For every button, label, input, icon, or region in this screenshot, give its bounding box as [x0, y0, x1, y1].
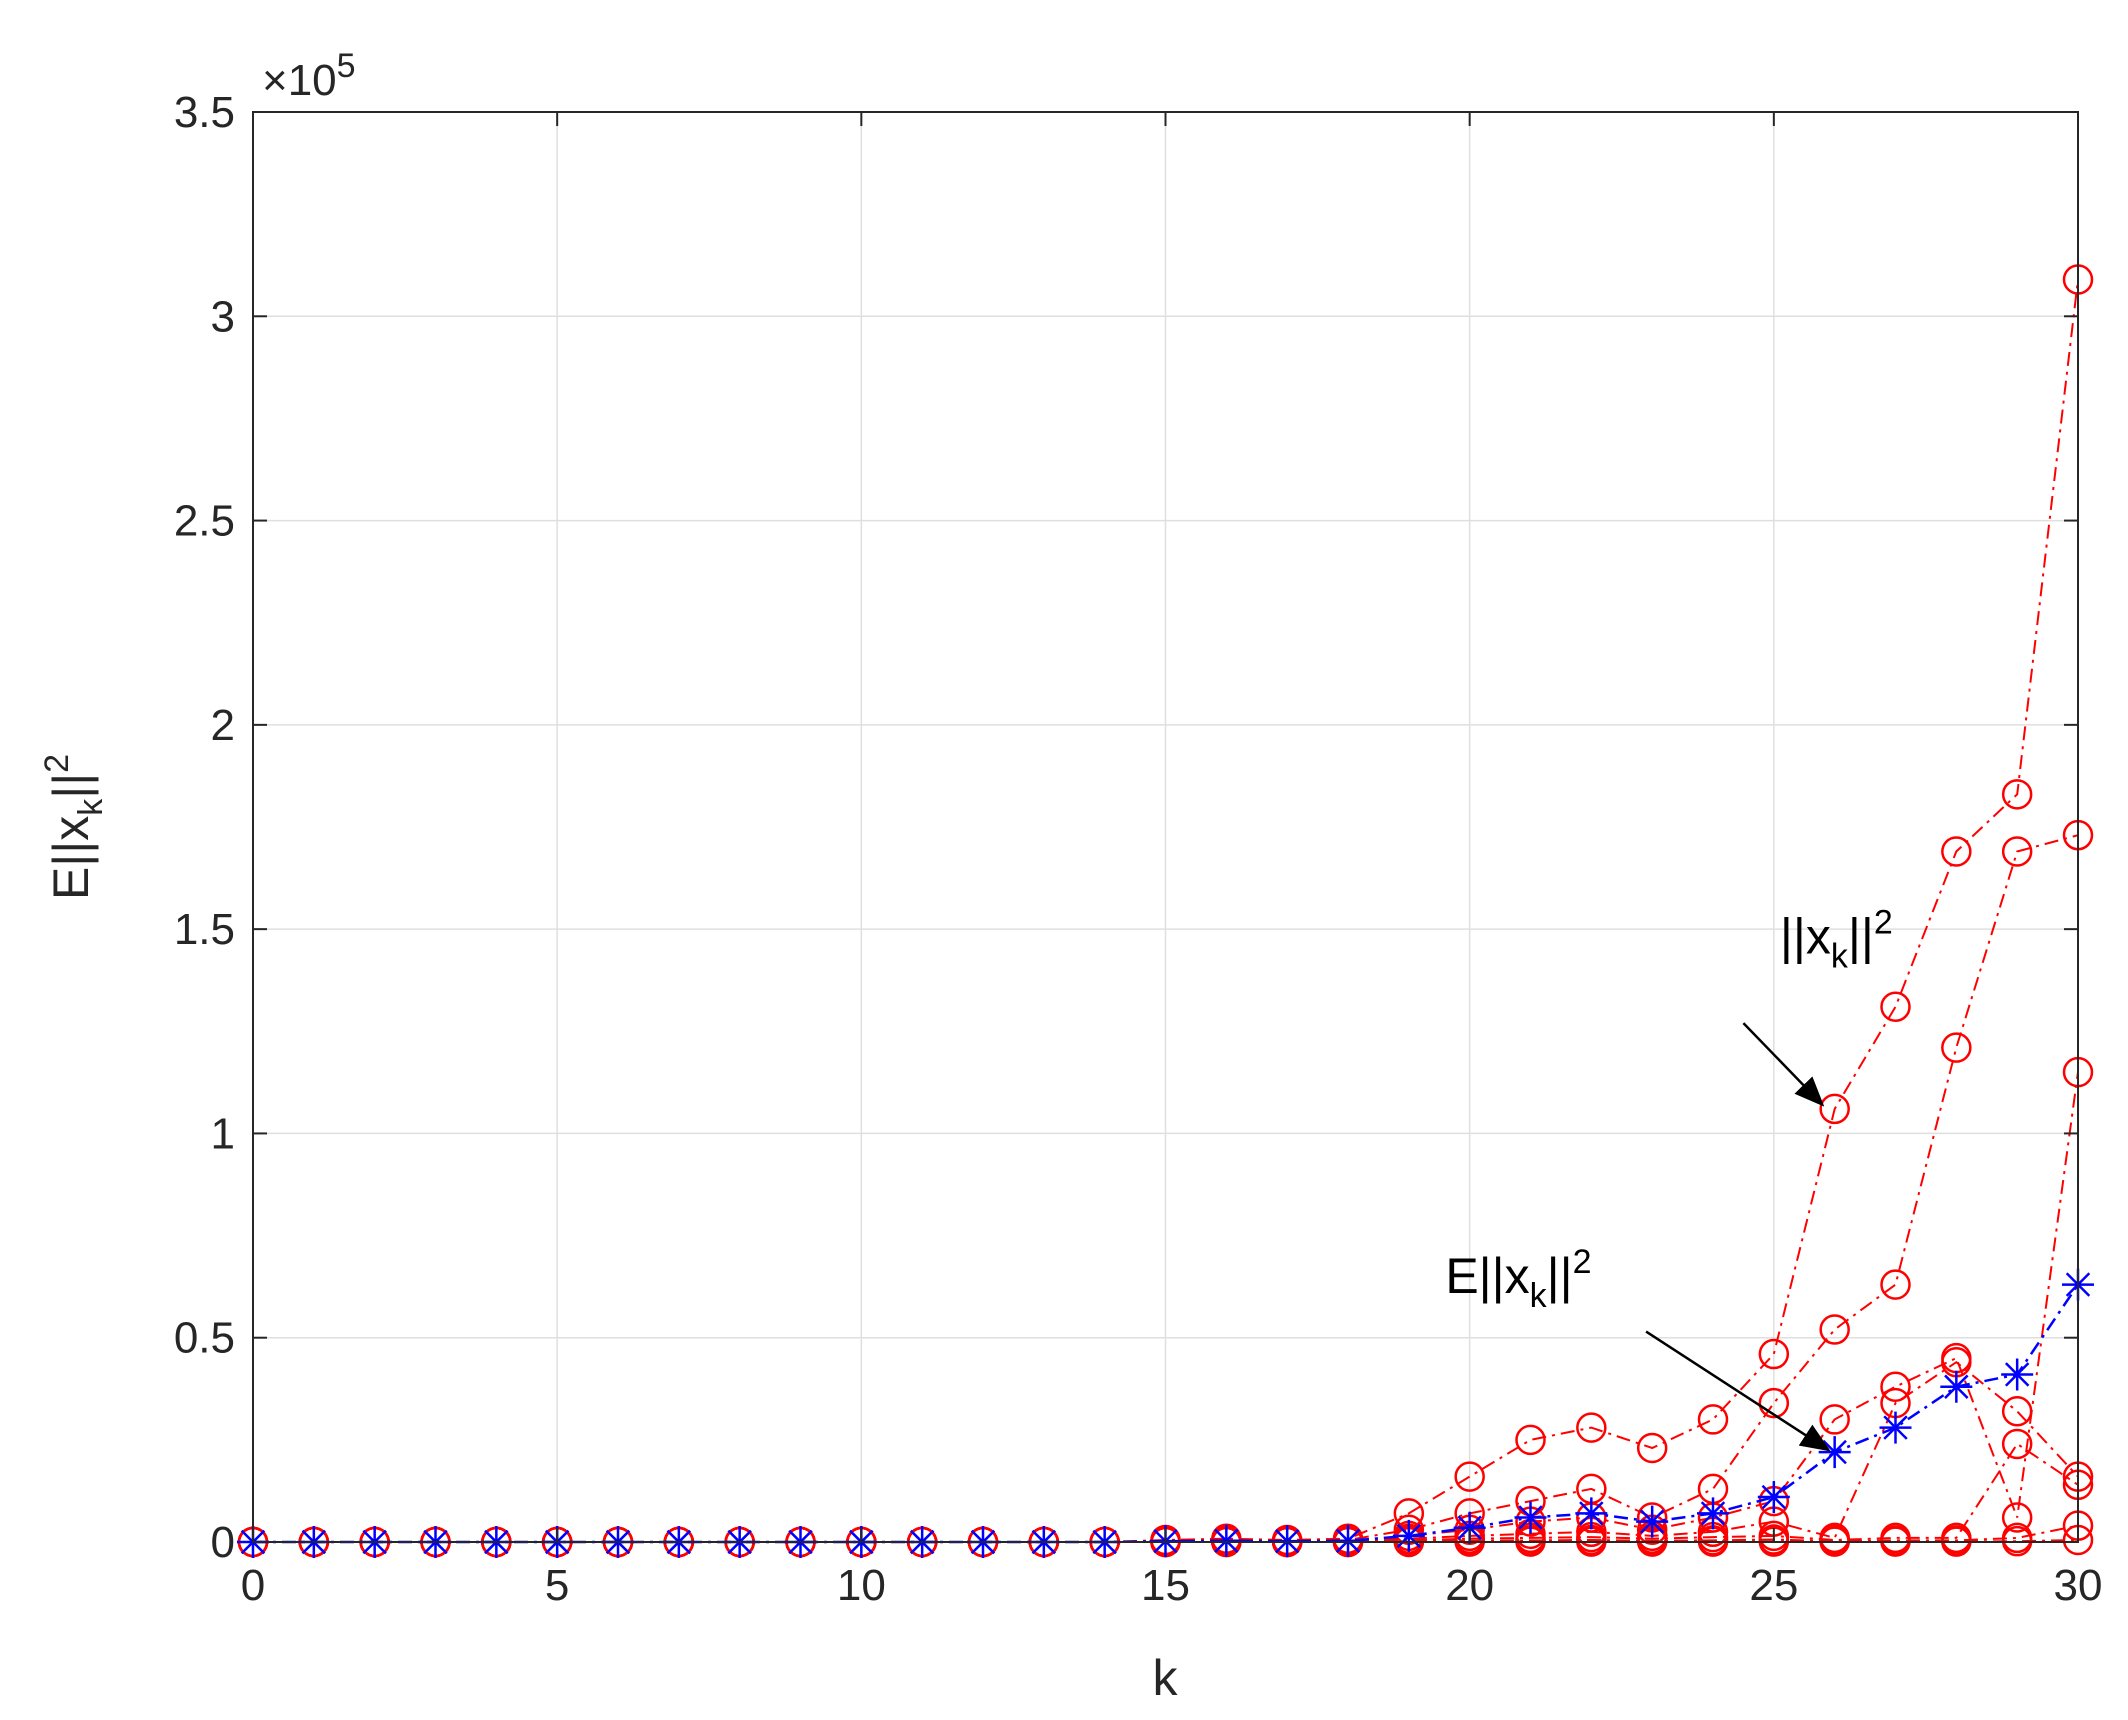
data-point-star	[1940, 1370, 1973, 1403]
x-tick-label: 15	[1141, 1561, 1190, 1610]
ticks	[252, 111, 2079, 1543]
data-point	[1941, 1032, 1972, 1063]
x-tick-label: 0	[241, 1561, 265, 1610]
x-tick-label: 5	[545, 1561, 569, 1610]
data-point	[1636, 1432, 1668, 1464]
y-exponent-label: ×105	[262, 47, 356, 105]
data-point-star	[1818, 1436, 1851, 1469]
data-point-star	[1332, 1524, 1364, 1557]
x-tick-label: 10	[837, 1561, 886, 1610]
data-point-star	[1697, 1497, 1729, 1530]
y-tick-label: 0.5	[174, 1314, 235, 1363]
data-point-star	[1575, 1497, 1608, 1530]
x-axis-label: k	[1153, 1650, 1179, 1706]
data-point	[1880, 1269, 1911, 1300]
data-point	[1819, 1093, 1850, 1125]
y-tick-label: 2	[211, 701, 235, 750]
data-point	[2001, 1396, 2033, 1427]
data-point-star	[1210, 1524, 1243, 1557]
x-tick-label: 25	[1749, 1561, 1798, 1610]
data-point-star	[1757, 1481, 1790, 1514]
annotation-label-sample: ||xk||2	[1780, 904, 1893, 976]
data-point	[2001, 1428, 2033, 1460]
data-point	[2001, 1502, 2033, 1533]
data-point-star	[1636, 1505, 1669, 1538]
data-point	[1454, 1461, 1485, 1492]
x-tick-label: 20	[1445, 1561, 1494, 1610]
annotation-arrow-mean	[1645, 1330, 1831, 1452]
y-tick-label: 1.5	[174, 905, 235, 954]
annotation-label-mean: E||xk||2	[1445, 1243, 1591, 1315]
x-tick-label: 30	[2054, 1561, 2103, 1610]
data-point-star	[1392, 1519, 1425, 1552]
data-point	[1880, 991, 1911, 1023]
data-point-star	[1879, 1411, 1912, 1444]
data-point	[1819, 1314, 1850, 1345]
data-point-star	[2001, 1358, 2034, 1391]
data-point	[1697, 1404, 1729, 1435]
y-axis-label: E||xk||2	[38, 754, 110, 900]
data-point-star	[1514, 1501, 1547, 1534]
data-point	[1576, 1412, 1607, 1443]
annotation-arrow-sample	[1742, 1022, 1825, 1107]
tick-labels: 0 5 10 15 20 25 30 0 0.5 1 1.5 2 2.5 3 3.5	[174, 88, 2103, 1610]
y-tick-label: 0	[211, 1518, 235, 1567]
data-point	[1515, 1424, 1546, 1456]
data-point	[1758, 1338, 1790, 1370]
data-point	[1758, 1387, 1790, 1419]
data-point	[1941, 836, 1972, 867]
data-point	[1880, 1371, 1911, 1402]
y-tick-label: 1	[211, 1109, 235, 1158]
data-point	[2001, 779, 2033, 810]
y-tick-label: 3.5	[174, 88, 235, 137]
y-tick-label: 2.5	[174, 497, 235, 546]
y-tick-label: 3	[211, 292, 235, 341]
data-point	[2001, 836, 2033, 867]
data-point	[1819, 1404, 1850, 1435]
annotations: ||xk||2 E||xk||2	[1445, 904, 1893, 1452]
